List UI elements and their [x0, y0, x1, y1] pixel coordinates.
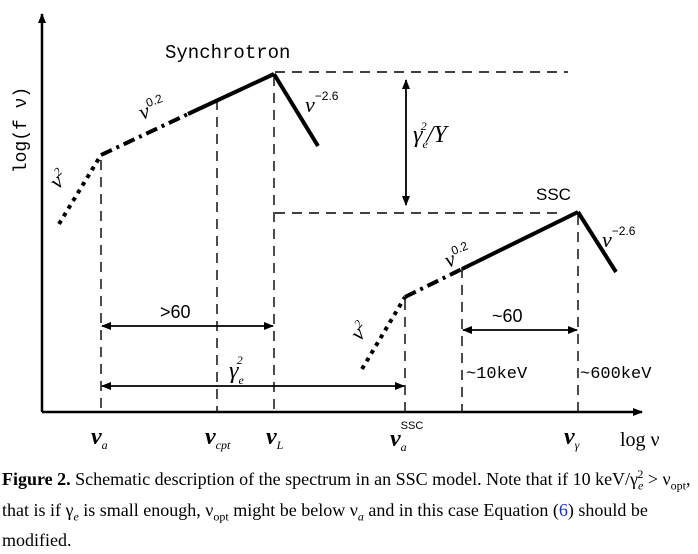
kev600-label: ~600keV — [580, 365, 652, 384]
caption-text-5-sub: a — [357, 509, 364, 524]
tick-nu-L: νL — [266, 424, 284, 452]
ssc-high-segment — [576, 210, 618, 274]
caption-text-4-sub: opt — [213, 509, 229, 524]
sync-mid-slope-label: ν0.2 — [135, 91, 169, 125]
caption-text-4: is small enough, ν — [78, 499, 214, 520]
sync-low-slope-label: ν2 — [44, 165, 73, 194]
sync-high-slope-label: ν−2.6 — [305, 89, 339, 117]
tick-nu-gamma: νγ — [564, 424, 580, 452]
sync-high-segment — [272, 72, 320, 148]
ssc-high-slope-label: ν−2.6 — [602, 224, 636, 252]
ssc-mid-dashed — [404, 267, 463, 299]
ssc-mid-solid — [461, 210, 579, 271]
sync-mid-dashed — [100, 112, 189, 157]
tick-nu-cpt: νcpt — [205, 424, 231, 452]
caption-text-1-sub: e — [638, 478, 644, 493]
ssc-label: SSC — [536, 185, 571, 204]
tick-nu-a-ssc: νaSSC — [390, 420, 423, 454]
sync-mid-solid — [187, 72, 275, 116]
caption-text-6: and in this case Equation ( — [363, 499, 559, 520]
ssc-spectrum-diagram: log(f ν) log ν Synchrotron SSC ν2 ν0.2 ν… — [12, 13, 660, 454]
tick-nu-a: νa — [91, 424, 108, 452]
kev10-label: ~10keV — [466, 365, 528, 384]
caption-text-3: , that is if γ — [2, 469, 691, 520]
figure-caption: Figure 2. Schematic description of the s… — [2, 462, 694, 552]
caption-text-2: > ν — [643, 469, 671, 489]
gamma-e2-label: γe2 — [229, 353, 244, 387]
synchrotron-label: Synchrotron — [165, 42, 290, 64]
caption-text-1-sup: 2 — [637, 467, 644, 481]
x-axis-label: log ν — [620, 429, 660, 451]
caption-text-1: Schematic description of the spectrum in… — [70, 469, 639, 489]
peak-gap-label: γe2/Y — [413, 119, 449, 151]
caption-text-3-sub: e — [73, 509, 79, 524]
ssc-low-slope-label: ν2 — [345, 317, 374, 345]
sync-width-label: >60 — [160, 302, 191, 322]
ssc-width-label: ~60 — [492, 306, 523, 326]
caption-text-7: ) should be modified. — [2, 499, 648, 551]
ssc-low-segment — [360, 295, 407, 371]
equation-reference-link[interactable]: 6 — [558, 499, 568, 520]
caption-text-2-sub: opt — [670, 478, 686, 493]
y-axis-label: log(f ν) — [12, 87, 32, 173]
caption-text-5: might be below ν — [228, 499, 358, 520]
caption-label: Figure 2. — [2, 469, 71, 489]
